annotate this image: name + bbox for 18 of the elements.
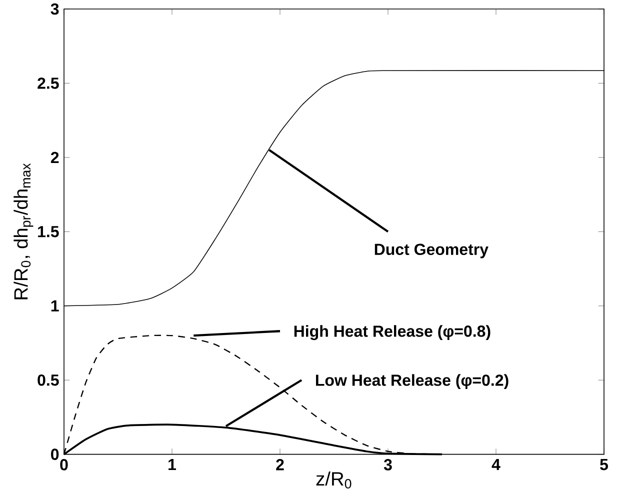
y-tick-label: 1.5 — [38, 226, 59, 238]
x-tick-label: 1 — [168, 459, 176, 470]
y-tick-label: 2 — [50, 152, 59, 164]
y-tick-label: 0 — [51, 448, 59, 460]
y-tick-label: 2.5 — [38, 78, 59, 89]
y-tick-label: 0.5 — [38, 374, 59, 386]
y-tick-label: 1 — [51, 300, 59, 312]
x-tick-label: 2 — [276, 459, 284, 470]
x-tick-label: 0 — [60, 459, 68, 470]
annotation: Low Heat Release (φ=0.2) — [316, 374, 508, 390]
y-tick-label: 3 — [50, 3, 59, 15]
x-tick-label: 3 — [384, 459, 392, 470]
x-tick-label: 4 — [492, 459, 500, 470]
annotation: Duct Geometry — [374, 244, 488, 258]
annotation: High Heat Release (φ=0.8) — [294, 325, 490, 340]
x-tick-label: 5 — [600, 459, 608, 470]
y-axis-title: R/R$_{0}$, dh$_{pr}$/dh$_{max}$ — [14, 163, 34, 300]
x-axis-title: z/R$_{0}$ — [316, 472, 352, 488]
